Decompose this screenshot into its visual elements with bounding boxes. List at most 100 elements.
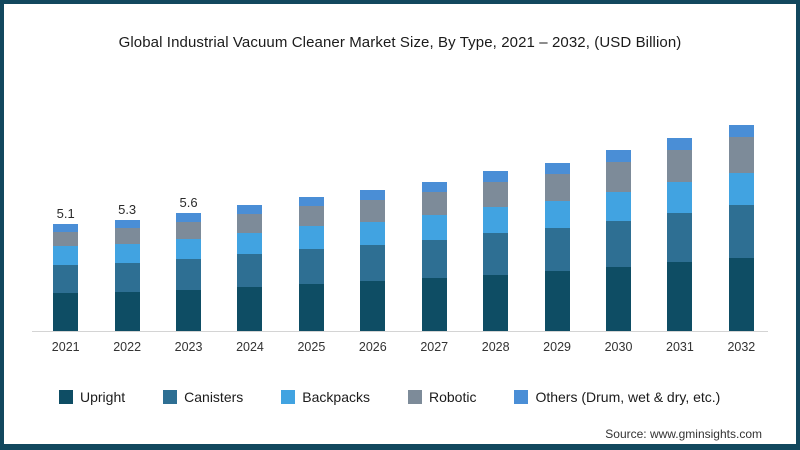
bar-segment-others-2023 xyxy=(176,213,202,223)
bar-segment-upright-2021 xyxy=(53,293,79,331)
x-axis-label-2029: 2029 xyxy=(543,340,571,354)
x-axis-label-2022: 2022 xyxy=(113,340,142,354)
bar-segment-canisters-2030 xyxy=(606,220,631,267)
legend-item-robotic: Robotic xyxy=(407,389,476,405)
bar-segment-upright-2025 xyxy=(298,283,324,331)
bar-column-2024 xyxy=(219,112,280,331)
x-axis-label-2031: 2031 xyxy=(666,340,694,354)
bar-column-2021: 5.1 xyxy=(35,112,96,331)
bar-segment-upright-2027 xyxy=(421,278,447,331)
bar-segment-others-2026 xyxy=(360,190,386,201)
bar-column-2032 xyxy=(711,112,772,331)
bar-segment-backpacks-2022 xyxy=(114,243,140,263)
legend-item-upright: Upright xyxy=(59,389,125,405)
bar-segment-backpacks-2027 xyxy=(421,215,447,240)
bar-column-2028 xyxy=(465,112,526,331)
bar-segment-backpacks-2029 xyxy=(544,200,570,229)
bar-segment-robotic-2027 xyxy=(421,192,447,216)
bar-column-2026 xyxy=(342,112,403,331)
bar-segment-upright-2023 xyxy=(176,289,202,331)
bar-value-label-2022: 5.3 xyxy=(118,201,137,217)
bar-segment-canisters-2027 xyxy=(421,239,447,279)
bar-segment-others-2029 xyxy=(544,163,570,174)
legend-swatch-robotic xyxy=(407,390,422,404)
bar-segment-canisters-2024 xyxy=(237,254,263,287)
bar-segment-canisters-2026 xyxy=(360,245,386,282)
bar-segment-others-2032 xyxy=(728,125,754,138)
bar-segment-upright-2032 xyxy=(728,257,754,331)
x-axis-label-2032: 2032 xyxy=(727,340,756,354)
bar-chart-plot-area: 5.1 5.3 5.6 xyxy=(35,112,772,331)
legend-label-canisters: Canisters xyxy=(184,389,244,405)
bar-stack-2028 xyxy=(483,171,509,331)
bar-segment-robotic-2028 xyxy=(483,181,509,208)
bar-stack-2025 xyxy=(298,196,324,331)
legend-label-upright: Upright xyxy=(80,389,126,405)
bar-stack-2031 xyxy=(667,137,693,331)
bar-segment-backpacks-2031 xyxy=(667,182,693,213)
bar-segment-others-2030 xyxy=(606,150,631,162)
legend-swatch-canisters xyxy=(163,390,178,404)
bar-segment-backpacks-2028 xyxy=(483,207,509,234)
bar-segment-backpacks-2024 xyxy=(237,232,263,255)
legend-item-canisters: Canisters xyxy=(163,389,243,405)
bar-segment-backpacks-2026 xyxy=(360,221,386,246)
bar-segment-robotic-2025 xyxy=(298,206,324,227)
bar-segment-upright-2028 xyxy=(483,274,509,331)
bar-column-2030 xyxy=(588,112,649,331)
bar-segment-backpacks-2032 xyxy=(728,172,754,206)
bar-segment-others-2024 xyxy=(237,205,263,215)
bar-column-2022: 5.3 xyxy=(96,112,157,331)
bar-segment-robotic-2023 xyxy=(176,222,202,240)
bar-segment-canisters-2021 xyxy=(53,264,79,294)
bar-column-2023: 5.6 xyxy=(158,112,219,331)
bar-segment-canisters-2032 xyxy=(728,205,754,258)
x-axis-label-2024: 2024 xyxy=(236,340,264,354)
bar-segment-upright-2024 xyxy=(237,286,263,331)
bar-segment-upright-2029 xyxy=(544,271,570,331)
bar-value-label-2023: 5.6 xyxy=(179,195,198,211)
bar-segment-canisters-2022 xyxy=(114,262,140,292)
bar-segment-robotic-2021 xyxy=(53,232,79,247)
bar-stack-2027 xyxy=(421,181,447,331)
bar-segment-upright-2022 xyxy=(114,291,140,331)
bar-column-2029 xyxy=(526,112,587,331)
bar-segment-robotic-2026 xyxy=(360,200,386,222)
bar-segment-robotic-2024 xyxy=(237,214,263,233)
bar-column-2031 xyxy=(649,112,710,331)
bar-stack-2032 xyxy=(728,125,754,331)
legend-swatch-backpacks xyxy=(281,390,296,404)
bar-segment-robotic-2029 xyxy=(544,173,570,201)
bar-segment-robotic-2022 xyxy=(114,228,140,244)
bar-segment-robotic-2032 xyxy=(728,137,754,173)
legend-label-others: Others (Drum, wet & dry, etc.) xyxy=(535,389,721,405)
bar-value-label-2021: 5.1 xyxy=(56,205,75,221)
bar-segment-canisters-2029 xyxy=(544,228,570,272)
legend: Upright Canisters Backpacks Robotic Others (… xyxy=(59,389,720,405)
x-axis-line xyxy=(32,331,768,332)
bar-segment-others-2022 xyxy=(114,219,140,229)
x-axis-label-2030: 2030 xyxy=(604,340,633,354)
bar-segment-canisters-2028 xyxy=(483,233,509,275)
bar-segment-robotic-2031 xyxy=(667,149,693,183)
x-axis-label-2026: 2026 xyxy=(358,340,387,354)
bar-column-2027 xyxy=(404,112,465,331)
legend-item-others: Others (Drum, wet & dry, etc.) xyxy=(514,389,720,405)
bar-segment-upright-2026 xyxy=(360,281,386,331)
bar-segment-others-2031 xyxy=(667,137,693,150)
bar-stack-2029 xyxy=(544,163,570,331)
bar-stack-2021 xyxy=(53,223,79,331)
bar-segment-others-2027 xyxy=(421,181,447,193)
bar-segment-others-2028 xyxy=(483,171,509,182)
x-axis-label-2021: 2021 xyxy=(51,340,80,354)
bar-stack-2030 xyxy=(606,150,631,331)
bar-segment-backpacks-2023 xyxy=(176,239,202,260)
source-credit: Source: www.gminsights.com xyxy=(605,427,762,441)
bar-segment-others-2025 xyxy=(298,196,324,207)
bar-segment-backpacks-2030 xyxy=(606,191,631,221)
x-axis-label-2027: 2027 xyxy=(420,340,449,354)
bar-segment-others-2021 xyxy=(53,223,79,233)
legend-swatch-others xyxy=(514,390,529,404)
bar-segment-upright-2030 xyxy=(606,266,631,331)
